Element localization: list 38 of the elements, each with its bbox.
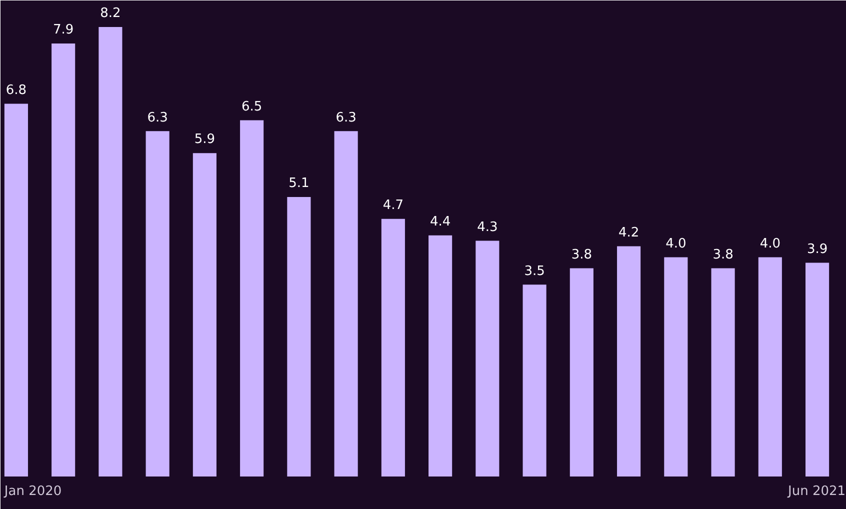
bar bbox=[664, 257, 688, 477]
bar bbox=[4, 104, 28, 477]
bar bbox=[146, 131, 170, 477]
bar bbox=[52, 43, 76, 477]
data-label: 5.9 bbox=[194, 132, 216, 148]
data-label: 8.2 bbox=[100, 6, 121, 22]
data-label: 4.3 bbox=[477, 220, 498, 235]
bar bbox=[617, 246, 641, 477]
bar bbox=[381, 218, 405, 477]
data-label: 4.4 bbox=[430, 214, 451, 230]
data-label: 3.8 bbox=[571, 247, 592, 262]
data-label: 6.3 bbox=[147, 110, 168, 126]
data-label: 6.8 bbox=[6, 82, 27, 98]
data-label: 5.1 bbox=[288, 176, 310, 192]
bar bbox=[522, 284, 546, 477]
data-label: 4.2 bbox=[618, 225, 640, 240]
bar bbox=[711, 268, 735, 477]
x-tick-label: Jun 2021 bbox=[787, 484, 846, 499]
data-label: 4.0 bbox=[666, 236, 686, 252]
data-label: 7.9 bbox=[52, 22, 74, 38]
data-label: 3.5 bbox=[524, 264, 545, 279]
bar bbox=[570, 268, 594, 477]
data-label: 4.7 bbox=[382, 198, 404, 213]
bar bbox=[428, 235, 452, 477]
x-tick-label: Jan 2020 bbox=[3, 484, 62, 499]
data-label: 3.9 bbox=[806, 242, 828, 257]
data-label: 3.8 bbox=[712, 247, 734, 262]
bar bbox=[334, 131, 358, 477]
bar bbox=[192, 153, 216, 477]
bar bbox=[806, 262, 830, 477]
data-label: 6.3 bbox=[336, 110, 356, 126]
data-label: 6.5 bbox=[241, 99, 262, 114]
bar bbox=[758, 257, 782, 477]
bar bbox=[240, 120, 264, 477]
bar bbox=[287, 196, 311, 477]
data-label: 4.0 bbox=[760, 236, 781, 252]
bar bbox=[476, 240, 500, 477]
bar bbox=[98, 27, 122, 477]
